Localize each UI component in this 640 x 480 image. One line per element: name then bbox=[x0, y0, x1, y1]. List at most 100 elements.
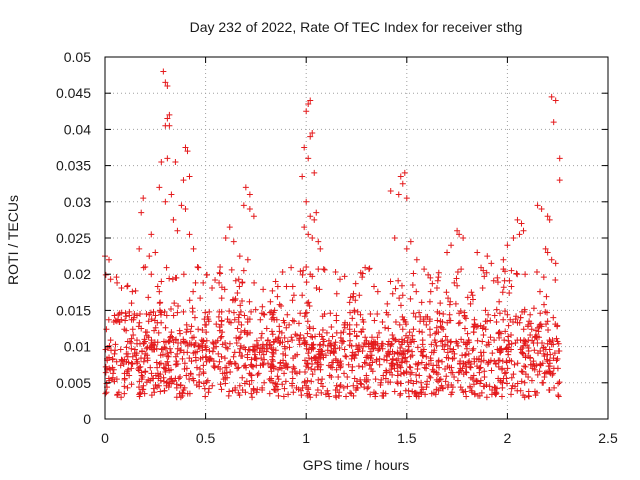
data-point bbox=[472, 321, 479, 328]
data-point bbox=[128, 300, 135, 307]
data-point bbox=[160, 68, 167, 75]
data-point bbox=[539, 360, 546, 367]
data-point bbox=[542, 245, 549, 252]
data-point bbox=[165, 338, 172, 345]
data-point bbox=[181, 366, 188, 373]
data-point bbox=[555, 380, 562, 387]
data-point bbox=[455, 369, 462, 376]
data-point bbox=[267, 364, 274, 371]
data-point bbox=[275, 334, 282, 341]
data-point bbox=[435, 364, 442, 371]
data-point bbox=[333, 329, 340, 336]
data-point bbox=[379, 318, 386, 325]
data-point bbox=[352, 280, 359, 287]
data-point bbox=[293, 384, 300, 391]
data-point bbox=[418, 379, 425, 386]
data-point bbox=[282, 352, 289, 359]
data-point bbox=[190, 334, 197, 341]
data-point bbox=[231, 297, 238, 304]
data-point bbox=[489, 350, 496, 357]
data-point bbox=[246, 298, 253, 305]
data-point bbox=[469, 296, 476, 303]
data-point bbox=[335, 374, 342, 381]
data-point bbox=[467, 300, 474, 307]
data-point bbox=[387, 187, 394, 194]
data-point bbox=[420, 318, 427, 325]
data-point bbox=[253, 362, 260, 369]
data-point bbox=[278, 303, 285, 310]
data-point bbox=[303, 263, 310, 270]
data-point bbox=[187, 371, 194, 378]
data-point bbox=[270, 314, 277, 321]
data-point bbox=[203, 337, 210, 344]
data-point bbox=[140, 382, 147, 389]
data-point bbox=[414, 361, 421, 368]
data-point bbox=[242, 346, 249, 353]
data-point bbox=[407, 238, 414, 245]
data-point bbox=[505, 333, 512, 340]
data-point bbox=[418, 299, 425, 306]
data-point bbox=[292, 368, 299, 375]
data-point bbox=[408, 369, 415, 376]
data-point bbox=[517, 387, 524, 394]
data-point bbox=[500, 266, 507, 273]
data-point bbox=[525, 393, 532, 400]
data-point bbox=[203, 358, 210, 365]
data-point bbox=[293, 332, 300, 339]
data-point bbox=[365, 354, 372, 361]
data-point bbox=[328, 374, 335, 381]
data-point bbox=[341, 346, 348, 353]
data-point bbox=[196, 366, 203, 373]
data-point bbox=[520, 392, 527, 399]
data-point bbox=[419, 329, 426, 336]
data-point bbox=[364, 385, 371, 392]
data-point bbox=[154, 283, 161, 290]
data-point bbox=[481, 273, 488, 280]
data-point bbox=[470, 345, 477, 352]
data-point bbox=[391, 388, 398, 395]
data-point bbox=[269, 287, 276, 294]
data-point bbox=[159, 351, 166, 358]
data-point bbox=[216, 279, 223, 286]
data-point bbox=[432, 391, 439, 398]
data-point bbox=[367, 355, 374, 362]
data-point bbox=[407, 364, 414, 371]
data-point bbox=[525, 321, 532, 328]
data-point bbox=[540, 274, 547, 281]
data-point bbox=[531, 347, 538, 354]
data-point bbox=[114, 279, 121, 286]
x-tick-label: 1 bbox=[302, 430, 310, 446]
data-point bbox=[250, 343, 257, 350]
data-point bbox=[222, 235, 229, 241]
data-point bbox=[304, 360, 311, 367]
data-point bbox=[171, 300, 178, 307]
data-point bbox=[435, 329, 442, 336]
data-point bbox=[398, 336, 405, 343]
data-point bbox=[534, 202, 541, 209]
data-point bbox=[394, 368, 401, 375]
data-point bbox=[179, 355, 186, 362]
data-point bbox=[223, 364, 230, 371]
data-point bbox=[470, 372, 477, 379]
data-point bbox=[186, 231, 193, 238]
data-point bbox=[270, 358, 277, 365]
data-point bbox=[296, 341, 303, 348]
data-point bbox=[264, 337, 271, 344]
data-point bbox=[342, 353, 349, 360]
data-point bbox=[218, 308, 225, 315]
data-point bbox=[241, 312, 248, 319]
data-point bbox=[477, 349, 484, 356]
data-point bbox=[210, 363, 217, 370]
data-point bbox=[486, 383, 493, 390]
data-point bbox=[490, 277, 497, 284]
data-point bbox=[480, 324, 487, 331]
data-point bbox=[224, 316, 231, 323]
data-point bbox=[521, 363, 528, 370]
data-point bbox=[406, 329, 413, 336]
data-point bbox=[289, 375, 296, 382]
data-point bbox=[129, 353, 136, 360]
data-point bbox=[313, 284, 320, 291]
data-point bbox=[102, 363, 109, 370]
data-point bbox=[305, 101, 312, 108]
data-point bbox=[317, 245, 324, 252]
